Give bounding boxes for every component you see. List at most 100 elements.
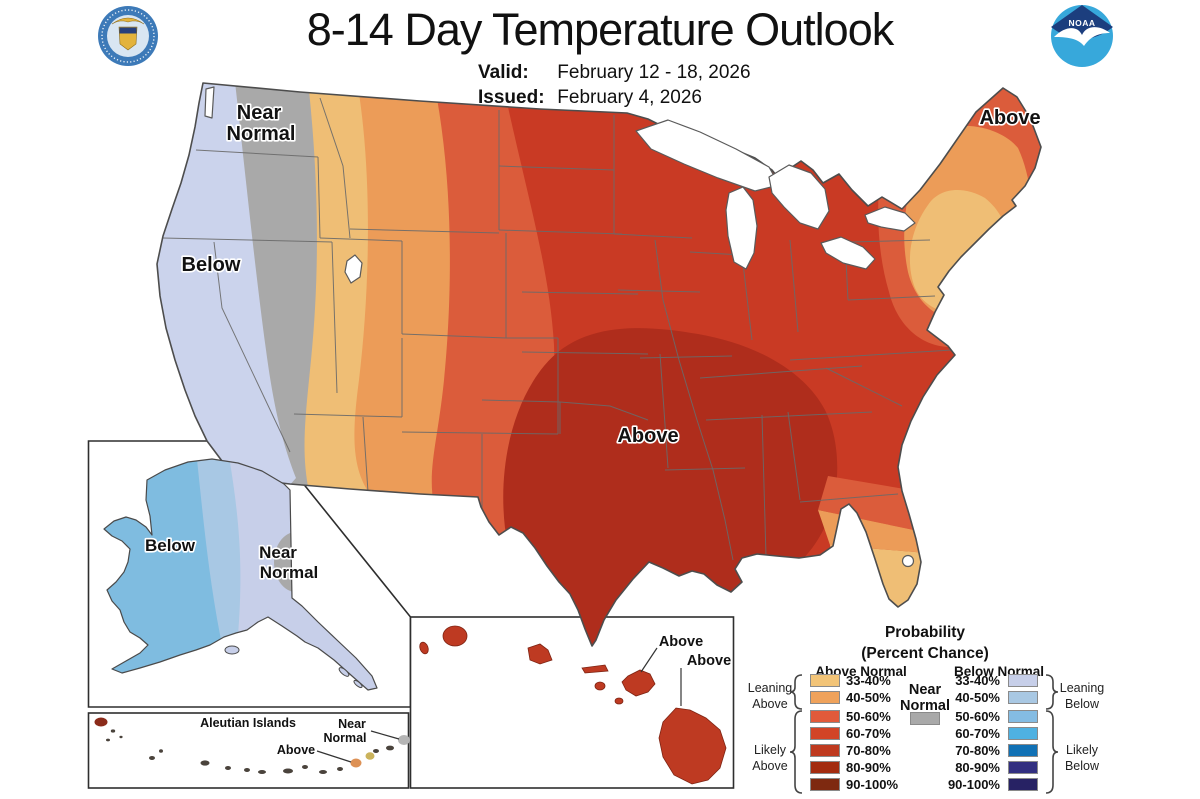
legend-swatch-above-40-50	[810, 691, 840, 704]
brace-leaning-above	[790, 674, 803, 710]
conus-above-maine-label: Above	[979, 107, 1040, 129]
alaska-outline	[103, 458, 378, 691]
aleutian-island-gray	[398, 735, 410, 745]
legend-range-below-40-50: 40-50%	[955, 690, 1000, 705]
legend-swatch-below-80-90	[1008, 761, 1038, 774]
legend-range-above-33-40: 33-40%	[846, 673, 891, 688]
valid-label: Valid:	[478, 62, 529, 83]
legend-range-above-80-90: 80-90%	[846, 760, 891, 775]
legend-range-below-33-40: 33-40%	[955, 673, 1000, 688]
aleutian-near-normal-label2: Normal	[323, 731, 366, 745]
legend-range-above-70-80: 70-80%	[846, 743, 891, 758]
oahu	[527, 643, 553, 665]
aleutian-leader-lines	[316, 730, 400, 763]
aleutian-map: Aleutian Islands Near Normal Above	[94, 714, 410, 774]
aleutian-island-tan	[365, 752, 375, 760]
lanai	[594, 681, 606, 691]
legend-swatch-below-40-50	[1008, 691, 1038, 704]
valid-value: February 12 - 18, 2026	[557, 62, 751, 83]
legend-swatch-below-33-40	[1008, 674, 1038, 687]
legend-near-normal-label: Near Normal	[884, 682, 966, 714]
legend-swatch-below-90-100	[1008, 778, 1038, 791]
conus-below-label: Below	[182, 254, 241, 276]
aleutian-inset-box	[87, 712, 410, 789]
molokai	[581, 664, 609, 674]
aleutian-near-normal-label: Near	[338, 717, 366, 731]
page-title: 8-14 Day Temperature Outlook	[306, 4, 895, 55]
leaning-below-line2: Below	[1064, 697, 1100, 711]
legend-leaning-below: Leaning Below	[1056, 680, 1108, 712]
legend-likely-above: Likely Above	[744, 742, 796, 774]
great-lakes	[204, 86, 916, 568]
likely-below-line1: Likely	[1066, 743, 1098, 757]
hawaii-above-maui-label: Above	[659, 634, 703, 650]
legend-swatch-above-90-100	[810, 778, 840, 791]
valid-row: Valid: February 12 - 18, 2026	[478, 60, 751, 85]
legend-swatch-below-50-60	[1008, 710, 1038, 723]
legend-title: Probability (Percent Chance)	[775, 622, 1075, 664]
state-boundaries	[162, 97, 953, 561]
doc-seal	[98, 6, 158, 66]
noaa-logo-text: NOAA	[1068, 18, 1095, 28]
legend-title-line2: (Percent Chance)	[861, 645, 989, 662]
issued-row: Issued: February 4, 2026	[478, 85, 751, 110]
likely-below-line2: Below	[1064, 759, 1100, 773]
puget-sound	[204, 86, 215, 119]
alaska-below-label: Below	[145, 536, 196, 555]
brace-likely-above	[790, 710, 803, 794]
legend-range-below-50-60: 50-60%	[955, 709, 1000, 724]
lake-michigan	[725, 186, 758, 270]
conus-outline	[156, 82, 1042, 647]
aleutian-islands	[94, 717, 410, 774]
noaa-gull-icon	[1054, 27, 1110, 46]
legend-range-above-40-50: 40-50%	[846, 690, 891, 705]
alaska-near-normal-label2: Normal	[260, 563, 319, 582]
legend-swatch-above-80-90	[810, 761, 840, 774]
legend-range-below-60-70: 60-70%	[955, 726, 1000, 741]
legend-likely-below: Likely Below	[1056, 742, 1108, 774]
hawaii-above-big-island-label: Above	[687, 653, 731, 669]
brace-likely-below	[1045, 710, 1058, 794]
legend-swatch-above-33-40	[810, 674, 840, 687]
legend-swatch-below-60-70	[1008, 727, 1038, 740]
great-salt-lake	[344, 254, 363, 284]
panhandle-island-2	[353, 679, 363, 689]
kahoolawe	[614, 697, 624, 705]
niihau	[419, 641, 429, 655]
maui	[621, 669, 656, 697]
leaning-below-line1: Leaning	[1059, 681, 1105, 695]
lake-ontario	[864, 206, 916, 232]
legend-swatch-near-normal	[910, 712, 940, 725]
legend-title-line1: Probability	[884, 624, 966, 641]
big-island	[658, 707, 727, 785]
conus-near-normal-label2: Normal	[227, 123, 296, 145]
lake-huron	[768, 164, 830, 230]
legend-range-below-70-80: 70-80%	[955, 743, 1000, 758]
lake-erie	[820, 236, 876, 270]
legend-swatch-above-60-70	[810, 727, 840, 740]
legend-range-above-60-70: 60-70%	[846, 726, 891, 741]
alaska-band-below-50-60	[104, 459, 224, 690]
hawaii-map: Above Above	[419, 625, 733, 785]
kauai	[442, 625, 468, 647]
conus-labels: Near Normal Below Above Above	[180, 100, 1042, 448]
probability-legend: Probability (Percent Chance) Above Norma…	[744, 620, 1200, 799]
conus-near-normal-label: Near	[237, 102, 282, 124]
hawaii-leader-lines	[640, 647, 682, 706]
alaska-islands	[224, 645, 363, 689]
panhandle-island	[338, 667, 350, 677]
kodiak-island	[224, 645, 240, 655]
legend-swatch-below-70-80	[1008, 744, 1038, 757]
legend-near-line1: Near	[908, 682, 942, 698]
aleutian-above-label: Above	[277, 743, 315, 757]
brace-leaning-below	[1045, 674, 1058, 710]
legend-range-above-90-100: 90-100%	[846, 777, 899, 792]
conus-blob-above-70-80	[503, 328, 838, 646]
legend-range-below-90-100: 90-100%	[947, 777, 1000, 792]
issued-value: February 4, 2026	[557, 87, 702, 108]
aleutian-island-red	[94, 717, 108, 727]
legend-swatch-above-70-80	[810, 744, 840, 757]
doc-eagle-icon	[111, 17, 145, 25]
